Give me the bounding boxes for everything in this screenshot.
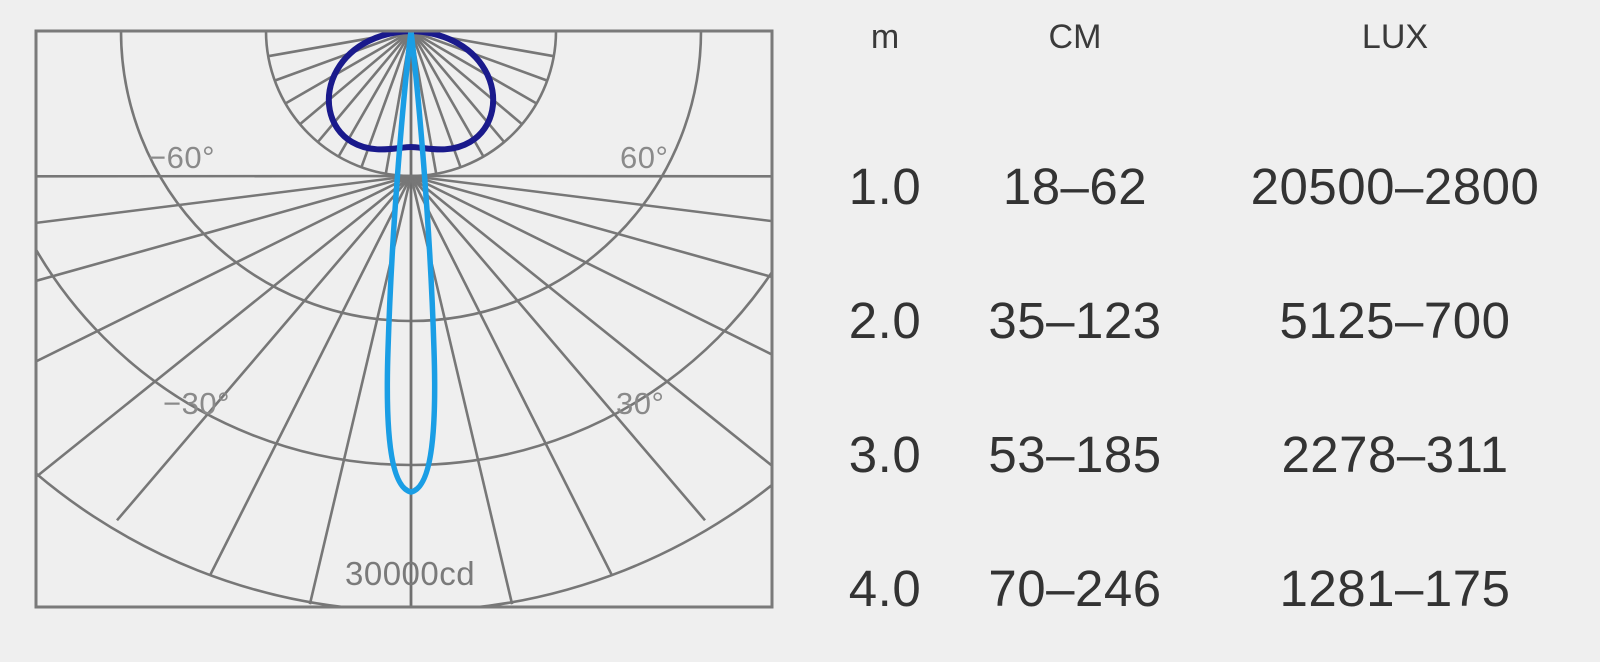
cell-distance: 1.0 xyxy=(848,157,922,215)
table-row: 2.0 35‒123 5125‒700 xyxy=(820,253,1590,387)
table-row: 3.0 53‒185 2278‒311 xyxy=(820,387,1590,521)
polar-diagram-svg: −60° 60° −30° 30° 30000cd xyxy=(34,29,774,609)
cell-diameter: 53‒185 xyxy=(988,425,1162,483)
table-row: 1.0 18‒62 20500‒2800 xyxy=(820,119,1590,253)
cell-illuminance: 5125‒700 xyxy=(1279,291,1511,349)
cell-diameter: 70‒246 xyxy=(988,559,1162,617)
cell-illuminance: 20500‒2800 xyxy=(1250,157,1540,215)
photometric-table: m CM LUX 1.0 18‒62 20500‒2800 2.0 35‒123… xyxy=(820,18,1590,655)
photometric-table-panel: m CM LUX 1.0 18‒62 20500‒2800 2.0 35‒123… xyxy=(800,0,1600,662)
table-row: 4.0 70‒246 1281‒175 xyxy=(820,521,1590,655)
column-header-distance: m xyxy=(870,18,900,56)
angle-label-plus-30: 30° xyxy=(616,386,664,421)
table-head: m CM LUX xyxy=(820,18,1590,119)
narrow-beam-curve xyxy=(384,31,438,495)
intensity-scale-label: 30000cd xyxy=(345,555,475,592)
cell-illuminance: 2278‒311 xyxy=(1281,425,1509,483)
cell-diameter: 35‒123 xyxy=(988,291,1162,349)
column-header-diameter: CM xyxy=(1048,18,1102,56)
cell-distance: 2.0 xyxy=(848,291,922,349)
polar-grid-spokes xyxy=(36,31,772,607)
angle-label-minus-60: −60° xyxy=(148,140,215,175)
column-header-illuminance: LUX xyxy=(1361,18,1429,56)
cell-diameter: 18‒62 xyxy=(1002,157,1148,215)
angle-label-plus-60: 60° xyxy=(620,140,668,175)
angle-label-minus-30: −30° xyxy=(163,386,230,421)
wide-beam-curve xyxy=(325,31,497,153)
polar-diagram-panel: −60° 60° −30° 30° 30000cd xyxy=(34,29,774,609)
cell-distance: 3.0 xyxy=(848,425,922,483)
diagram-frame xyxy=(34,29,774,609)
cell-distance: 4.0 xyxy=(848,559,922,617)
table-header-row: m CM LUX xyxy=(820,18,1590,119)
cell-illuminance: 1281‒175 xyxy=(1279,559,1511,617)
polar-grid xyxy=(36,31,772,607)
table-body: 1.0 18‒62 20500‒2800 2.0 35‒123 5125‒700… xyxy=(820,119,1590,655)
